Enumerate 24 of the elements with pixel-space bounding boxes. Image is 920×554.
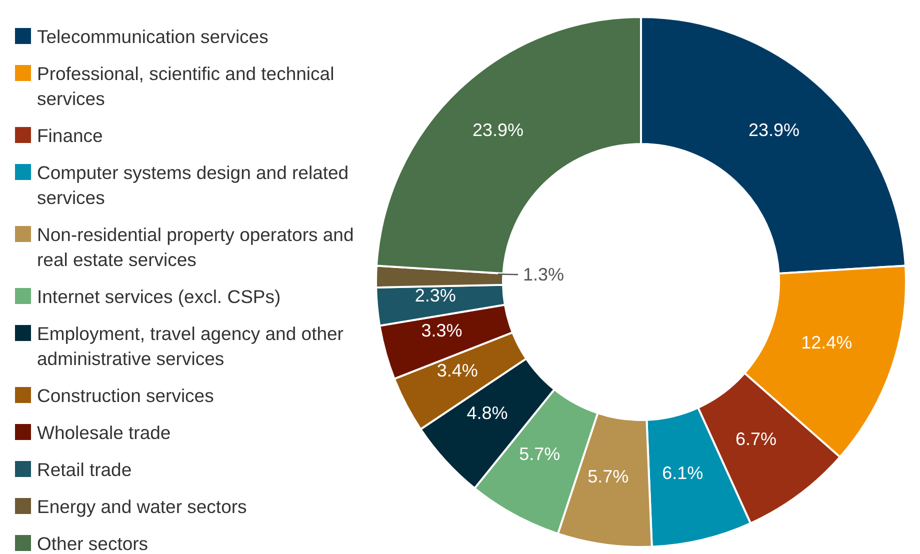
legend-label: Other sectors [37,532,150,554]
legend-label: Computer systems design and related services [37,161,350,210]
data-label: 5.7% [588,466,629,487]
data-label: 3.4% [436,360,478,380]
data-label: 1.3% [523,264,564,285]
data-label: 6.1% [662,463,704,484]
legend-label: Energy and water sectors [37,495,248,519]
legend-label: Professional, scientific and technical services [37,62,336,111]
legend-label: Non-residential property operators and real estate services [37,223,355,272]
legend-label: Retail trade [37,458,133,482]
data-label: 23.9% [472,120,524,140]
data-label: 6.7% [735,428,776,449]
legend-label: Telecommunication services [37,25,270,49]
data-label: 23.9% [748,120,800,140]
legend-label: Wholesale trade [37,421,172,445]
legend-label: Employment, travel agency and other administrative services [37,322,344,371]
legend-label: Finance [37,124,104,148]
legend-label: Construction services [37,384,215,408]
data-label: 5.7% [519,444,560,464]
data-label: 4.8% [466,402,508,423]
data-label: 2.3% [414,286,456,306]
data-label: 12.4% [801,332,852,352]
data-label: 3.3% [421,320,462,341]
legend-label: Internet services (excl. CSPs) [37,285,282,309]
